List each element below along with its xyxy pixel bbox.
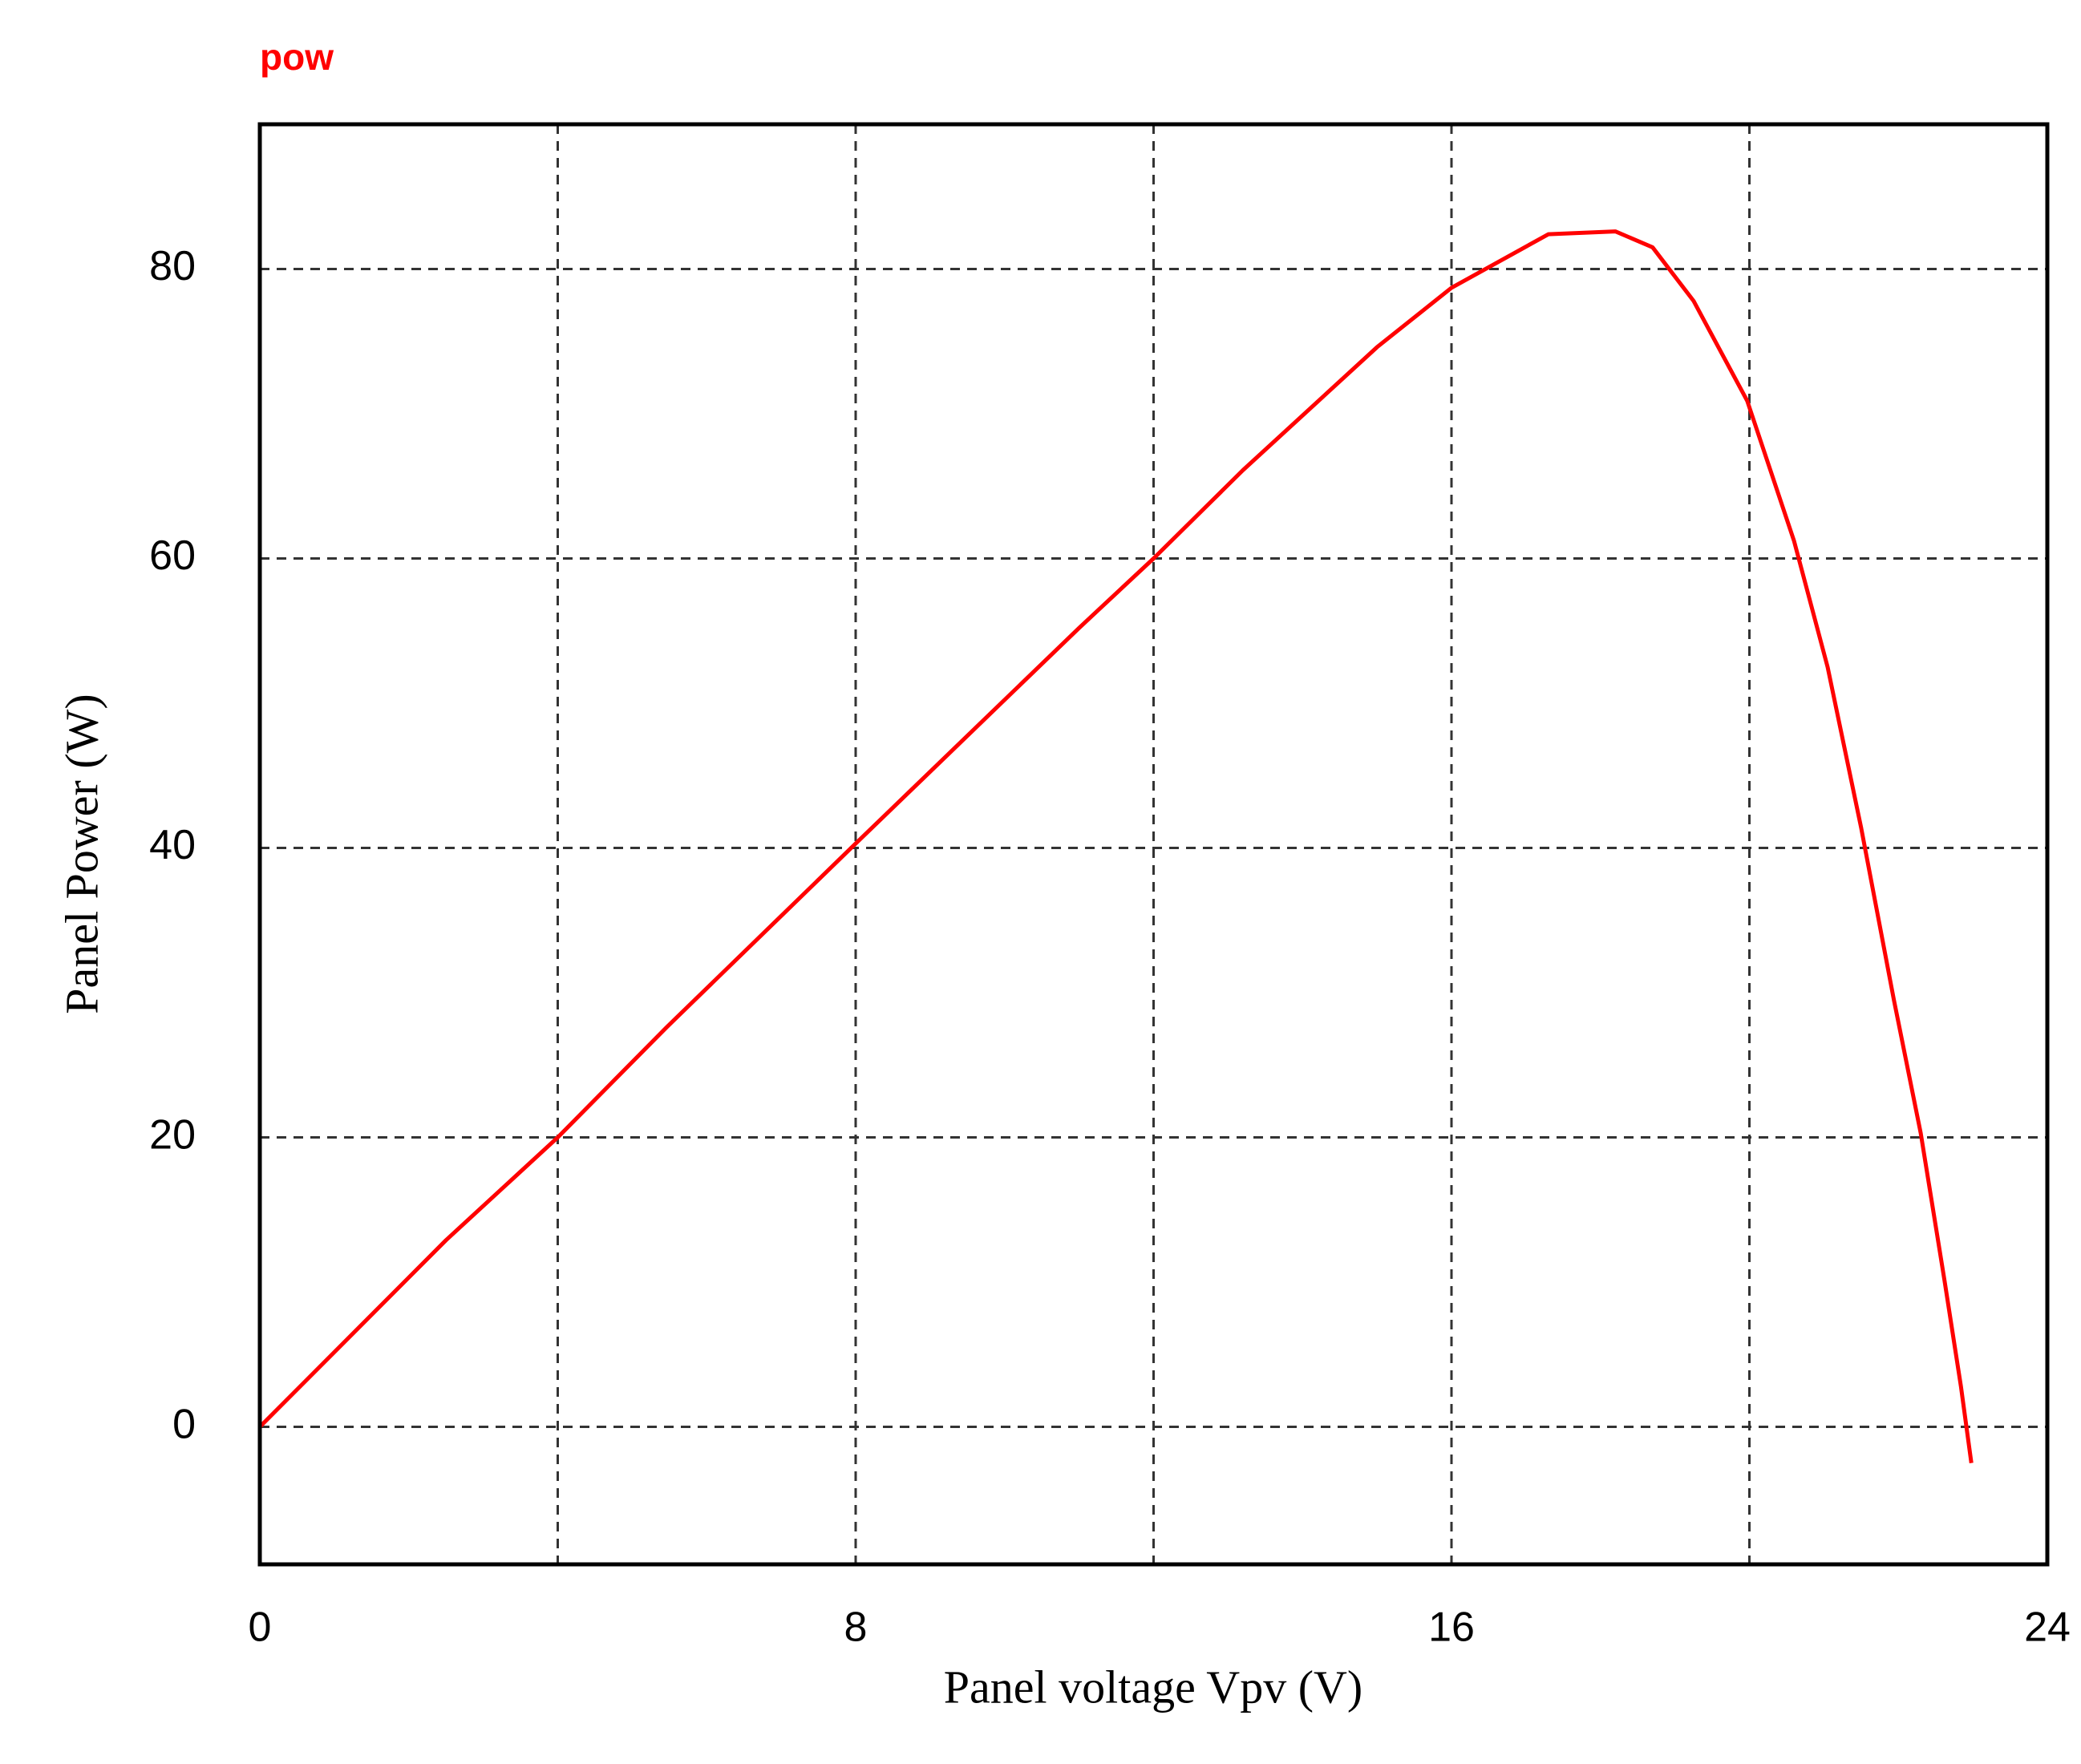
plot-frame [257, 122, 2050, 1567]
legend-label: pow [260, 36, 334, 78]
x-tick-label: 24 [2024, 1604, 2071, 1651]
x-tick-label: 0 [249, 1604, 272, 1651]
x-axis-label: Panel voltage Vpv (V) [944, 1661, 1362, 1713]
y-tick-label: 20 [149, 1111, 196, 1158]
y-axis-label: Panel Power (W) [55, 694, 107, 1013]
data-line [258, 229, 1974, 1463]
x-tick-label: 16 [1428, 1604, 1475, 1651]
y-tick-label: 60 [149, 532, 196, 579]
y-tick-label: 80 [149, 243, 196, 289]
y-tick-label: 0 [172, 1401, 196, 1447]
y-tick-label: 40 [149, 822, 196, 868]
x-tick-label: 8 [844, 1604, 868, 1651]
